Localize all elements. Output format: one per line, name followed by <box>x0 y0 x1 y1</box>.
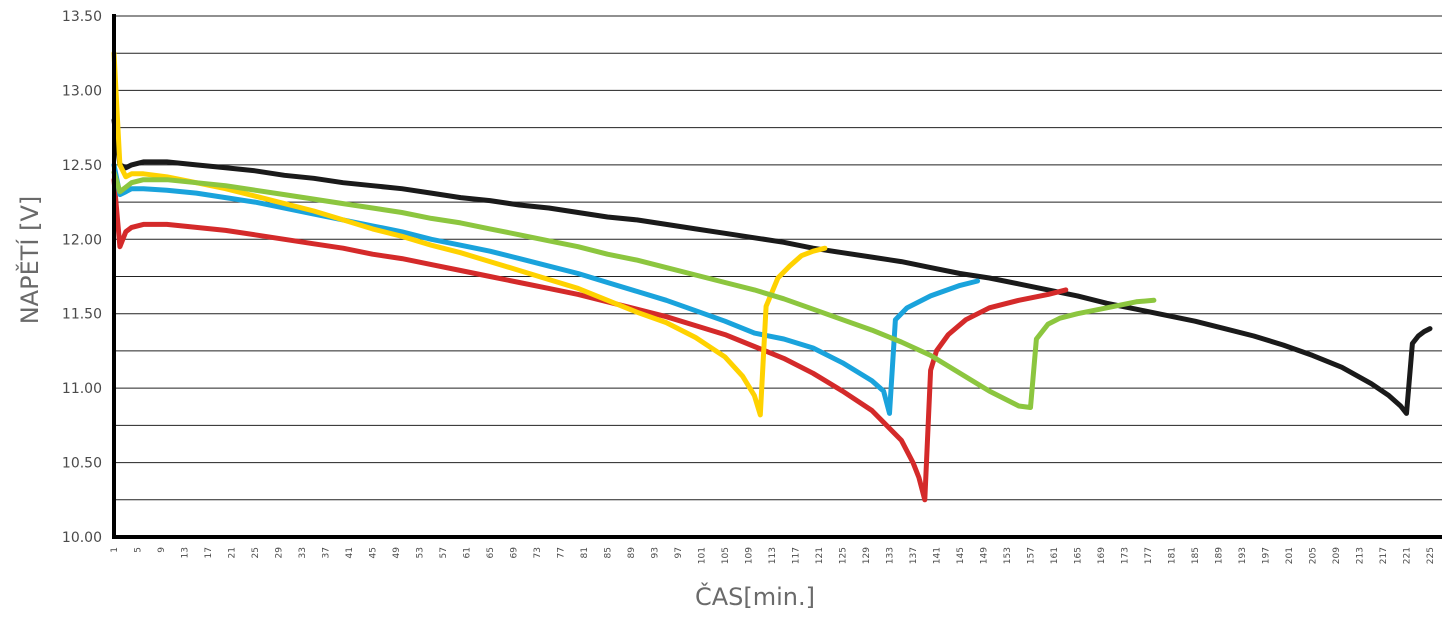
x-tick-label: 17 <box>204 547 214 558</box>
series-line-5 <box>111 169 1157 410</box>
x-tick-label: 133 <box>886 547 896 564</box>
x-tick-label: 37 <box>322 547 332 558</box>
x-tick-label: 161 <box>1050 547 1060 564</box>
x-tick-label: 177 <box>1144 547 1154 564</box>
x-tick-label: 189 <box>1215 547 1225 564</box>
x-tick-label: 125 <box>839 547 849 564</box>
y-tick-label: 13.50 <box>62 9 102 25</box>
x-tick-label: 73 <box>533 547 543 558</box>
x-tick-label: 153 <box>1003 547 1013 564</box>
x-tick-label: 113 <box>768 547 778 564</box>
y-tick-label: 11.00 <box>62 381 102 397</box>
y-tick-labels: 10.00 10.50 11.00 11.50 12.00 12.50 13.00 13.50 <box>62 9 102 546</box>
x-tick-label: 185 <box>1191 547 1201 564</box>
x-tick-label: 225 <box>1426 547 1436 564</box>
x-tick-label: 129 <box>862 547 872 564</box>
y-tick-label: 10.50 <box>62 456 102 472</box>
x-tick-label: 33 <box>298 547 308 558</box>
x-tick-label: 173 <box>1121 547 1131 564</box>
x-tick-label: 93 <box>651 547 661 558</box>
x-tick-label: 29 <box>275 547 285 559</box>
x-tick-label: 201 <box>1285 547 1295 564</box>
x-tick-label: 101 <box>698 547 708 564</box>
series-line-3 <box>111 162 981 416</box>
y-tick-label: 12.50 <box>62 158 102 174</box>
x-tick-label: 57 <box>439 547 449 558</box>
y-tick-label: 11.50 <box>62 307 102 323</box>
x-tick-label: 197 <box>1262 547 1272 564</box>
x-tick-label: 69 <box>510 547 520 559</box>
x-axis-title: ČAS[min.] <box>695 581 815 611</box>
x-tick-label: 217 <box>1379 547 1389 564</box>
x-tick-label: 109 <box>745 547 755 564</box>
series-layer <box>111 50 1433 503</box>
x-tick-label: 81 <box>580 547 590 558</box>
x-tick-label: 65 <box>486 547 496 558</box>
x-tick-label: 169 <box>1097 547 1107 564</box>
x-tick-label: 137 <box>909 547 919 564</box>
axes <box>112 14 1442 539</box>
x-tick-label: 209 <box>1332 547 1342 564</box>
x-tick-label: 53 <box>416 547 426 558</box>
x-tick-label: 89 <box>627 547 637 559</box>
y-tick-label: 10.00 <box>62 530 102 546</box>
x-tick-label: 85 <box>604 547 614 558</box>
x-tick-label: 25 <box>251 547 261 558</box>
x-tick-label: 9 <box>157 547 167 553</box>
x-tick-label: 41 <box>345 547 355 558</box>
x-tick-label: 149 <box>980 547 990 564</box>
series-line-1 <box>111 117 1433 416</box>
series-line-2 <box>111 177 1069 503</box>
x-tick-label: 145 <box>956 547 966 564</box>
x-tick-label: 205 <box>1309 547 1319 564</box>
x-tick-label: 1 <box>110 547 120 553</box>
x-tick-label: 117 <box>792 547 802 564</box>
y-axis-title: NAPĚTÍ [V] <box>15 196 44 325</box>
x-tick-label: 193 <box>1238 547 1248 564</box>
x-tick-label: 221 <box>1403 547 1413 564</box>
x-tick-label: 157 <box>1027 547 1037 564</box>
x-tick-label: 45 <box>369 547 379 558</box>
x-tick-label: 21 <box>228 547 238 558</box>
x-tick-label: 141 <box>933 547 943 564</box>
y-tick-label: 13.00 <box>62 83 102 99</box>
x-tick-label: 105 <box>721 547 731 564</box>
x-tick-label: 13 <box>181 547 191 558</box>
x-tick-label: 213 <box>1356 547 1366 564</box>
grid <box>114 15 1442 501</box>
y-tick-label: 12.00 <box>62 232 102 248</box>
x-tick-label: 61 <box>463 547 473 558</box>
x-tick-labels: 1 5 9 13 17 21 25 29 33 37 41 45 49 53 57 61 65 69 73 77 81 8… <box>110 547 1436 564</box>
x-tick-label: 181 <box>1168 547 1178 564</box>
x-tick-label: 165 <box>1074 547 1084 564</box>
x-tick-label: 121 <box>815 547 825 564</box>
x-tick-label: 49 <box>392 547 402 559</box>
x-tick-label: 97 <box>674 547 684 558</box>
x-tick-label: 77 <box>557 547 567 558</box>
x-tick-label: 5 <box>134 547 144 553</box>
